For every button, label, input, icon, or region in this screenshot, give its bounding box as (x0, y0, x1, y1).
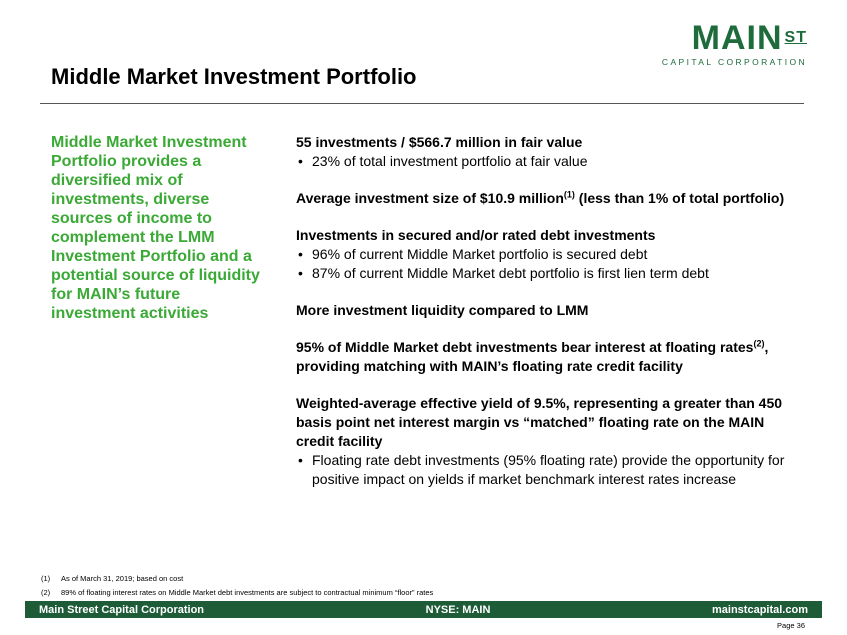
bullet-list: Floating rate debt investments (95% floa… (296, 451, 786, 489)
logo-subtitle: CAPITAL CORPORATION (661, 57, 807, 67)
footnote-text: As of March 31, 2019; based on cost (61, 574, 184, 583)
main-street-logo: MAIN ST CAPITAL CORPORATION (661, 19, 807, 67)
page-number: Page 36 (777, 621, 805, 630)
bullet-list: 96% of current Middle Market portfolio i… (296, 245, 786, 283)
bullet-item: Floating rate debt investments (95% floa… (296, 451, 786, 489)
section-heading: 55 investments / $566.7 million in fair … (296, 134, 583, 150)
section-heading: Average investment size of $10.9 million… (296, 189, 786, 208)
section-liquidity: More investment liquidity compared to LM… (296, 301, 786, 320)
section-heading: Weighted-average effective yield of 9.5%… (296, 395, 783, 449)
footnote-mark: (1) (41, 574, 51, 583)
footnote-ref: (1) (563, 189, 575, 200)
heading-text: (less than 1% of total portfolio) (574, 190, 785, 206)
section-heading: Investments in secured and/or rated debt… (296, 227, 656, 243)
section-average-size: Average investment size of $10.9 million… (296, 189, 786, 208)
sidebar-summary: Middle Market Investment Portfolio provi… (51, 134, 260, 322)
footer-bar: Main Street Capital Corporation NYSE: MA… (25, 601, 822, 618)
footer-website-link[interactable]: mainstcapital.com (712, 603, 808, 616)
heading-text: , providing matching with MAIN’s floatin… (296, 339, 769, 374)
footnote-mark: (2) (41, 588, 51, 597)
section-secured-debt: Investments in secured and/or rated debt… (296, 226, 786, 283)
section-floating-rates: 95% of Middle Market debt investments be… (296, 338, 786, 376)
footnotes: (1) As of March 31, 2019; based on cost (… (41, 572, 433, 600)
footnote-ref: (2) (753, 338, 765, 349)
footer-company: Main Street Capital Corporation (39, 603, 205, 616)
page-title: Middle Market Investment Portfolio (51, 64, 417, 89)
footnote: (2) 89% of floating interest rates on Mid… (41, 586, 433, 600)
title-divider (40, 103, 804, 104)
footnote: (1) As of March 31, 2019; based on cost (41, 572, 433, 586)
bullet-list: 23% of total investment portfolio at fai… (296, 152, 786, 171)
logo-st-text: ST (784, 29, 807, 46)
logo-main-text: MAIN (691, 19, 783, 57)
section-heading: 95% of Middle Market debt investments be… (296, 338, 786, 376)
section-yield: Weighted-average effective yield of 9.5%… (296, 394, 786, 489)
bullet-item: 96% of current Middle Market portfolio i… (296, 245, 786, 264)
content-body: 55 investments / $566.7 million in fair … (296, 133, 786, 507)
heading-text: 95% of Middle Market debt investments be… (296, 339, 754, 355)
section-heading: More investment liquidity compared to LM… (296, 302, 589, 318)
bullet-item: 23% of total investment portfolio at fai… (296, 152, 786, 171)
heading-text: Average investment size of $10.9 million (296, 190, 564, 206)
footer-ticker: NYSE: MAIN (425, 603, 491, 616)
section-investments: 55 investments / $566.7 million in fair … (296, 133, 786, 171)
logo-wordmark: MAIN ST (662, 19, 807, 57)
bullet-item: 87% of current Middle Market debt portfo… (296, 264, 786, 283)
footnote-text: 89% of floating interest rates on Middle… (61, 588, 434, 597)
